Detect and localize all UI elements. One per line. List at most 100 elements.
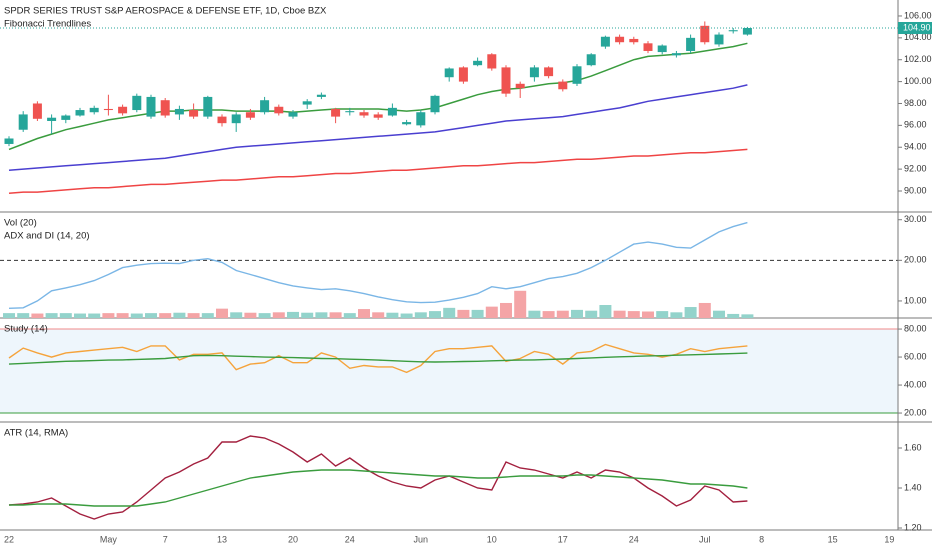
volume-bar xyxy=(315,312,328,318)
y-tick-label: 60.00 xyxy=(904,351,927,361)
candle-body xyxy=(373,114,383,118)
volume-bar xyxy=(528,310,541,318)
volume-bar xyxy=(45,313,58,318)
y-tick-label: 80.00 xyxy=(904,323,927,333)
volume-bar xyxy=(627,311,640,318)
candle-body xyxy=(558,81,568,90)
candle-body xyxy=(473,60,483,66)
x-tick-label: Jun xyxy=(414,534,429,544)
volume-bar xyxy=(514,290,527,318)
candle-body xyxy=(515,83,525,89)
last-price-label: 104.90 xyxy=(903,22,931,32)
candle-body xyxy=(118,106,128,114)
y-tick-label: 30.00 xyxy=(904,214,927,224)
volume-bar xyxy=(500,302,512,318)
volume-bar xyxy=(159,313,172,318)
volume-bar xyxy=(400,313,413,318)
candle-body xyxy=(487,54,497,69)
y-tick-label: 90.00 xyxy=(904,185,927,195)
candle-body xyxy=(331,108,341,117)
volume-bar xyxy=(230,312,243,318)
indicator-line xyxy=(8,42,748,151)
volume-bar xyxy=(443,307,456,318)
x-tick-label: May xyxy=(100,534,118,544)
candle-body xyxy=(444,68,454,78)
indicator-line xyxy=(9,469,748,507)
candle-body xyxy=(245,112,255,118)
y-tick-label: 40.00 xyxy=(904,379,927,389)
candle-body xyxy=(18,114,28,130)
volume-bar xyxy=(244,312,257,318)
candle-body xyxy=(572,66,582,84)
candle-body xyxy=(47,117,57,121)
y-tick-label: 104.00 xyxy=(904,32,932,42)
indicator-line xyxy=(8,221,748,309)
volume-bar xyxy=(386,312,399,318)
volume-bar xyxy=(656,311,669,318)
volume-bar xyxy=(272,312,285,318)
indicator-line xyxy=(8,84,748,171)
volume-bar xyxy=(727,313,740,318)
volume-bar xyxy=(684,307,697,318)
y-tick-label: 94.00 xyxy=(904,142,927,152)
volume-bar xyxy=(429,311,441,318)
volume-bar xyxy=(201,313,214,318)
y-tick-label: 102.00 xyxy=(904,54,932,64)
candle-body xyxy=(146,96,156,117)
volume-bar xyxy=(17,313,30,318)
volume-bar xyxy=(74,313,86,318)
y-tick-label: 98.00 xyxy=(904,98,927,108)
volume-bar xyxy=(145,313,157,318)
chart-subtitle: Fibonacci Trendlines xyxy=(4,19,91,30)
band-fill xyxy=(0,329,898,414)
candle-body xyxy=(288,112,298,117)
legend-label: Vol (20) xyxy=(4,218,37,229)
y-tick-label: 100.00 xyxy=(904,76,932,86)
volume-bar xyxy=(59,313,72,318)
volume-bar xyxy=(485,306,498,318)
volume-bar xyxy=(585,310,598,318)
candle-body xyxy=(387,107,397,116)
candle-body xyxy=(671,53,681,56)
volume-bar xyxy=(130,313,143,318)
x-tick-label: 15 xyxy=(828,534,838,544)
volume-bar xyxy=(670,312,683,318)
volume-bar xyxy=(471,309,484,318)
x-tick-label: 20 xyxy=(288,534,298,544)
indicator-line xyxy=(8,148,748,194)
x-tick-label: 10 xyxy=(487,534,497,544)
candle-body xyxy=(61,115,71,120)
candle-body xyxy=(686,37,696,51)
candle-body xyxy=(402,122,412,125)
candle-body xyxy=(714,34,724,45)
volume-bar xyxy=(698,302,711,318)
volume-bar xyxy=(258,313,271,318)
volume-bar xyxy=(301,312,314,318)
volume-bar xyxy=(102,313,115,318)
volume-bar xyxy=(741,314,754,318)
volume-bar xyxy=(287,311,299,318)
volume-bar xyxy=(542,311,555,318)
candle-body xyxy=(416,112,426,126)
indicator-line xyxy=(8,343,748,374)
x-tick-label: 19 xyxy=(884,534,894,544)
x-tick-label: 8 xyxy=(759,534,764,544)
volume-bar xyxy=(713,310,725,318)
volume-bar xyxy=(358,309,370,318)
x-tick-label: 24 xyxy=(629,534,639,544)
volume-bar xyxy=(457,309,470,318)
chart-title: SPDR SERIES TRUST S&P AEROSPACE & DEFENS… xyxy=(4,6,327,17)
candle-body xyxy=(615,36,625,43)
x-tick-label: 13 xyxy=(217,534,227,544)
volume-bar xyxy=(343,313,356,318)
y-tick-label: 96.00 xyxy=(904,120,927,130)
y-tick-label: 1.40 xyxy=(904,482,922,492)
y-tick-label: 92.00 xyxy=(904,163,927,173)
volume-bar xyxy=(216,308,228,318)
legend-label: ATR (14, RMA) xyxy=(4,428,68,439)
legend-label: ADX and DI (14, 20) xyxy=(4,231,90,242)
candle-body xyxy=(274,106,284,114)
x-tick-label: 22 xyxy=(4,534,14,544)
candle-body xyxy=(742,28,752,35)
